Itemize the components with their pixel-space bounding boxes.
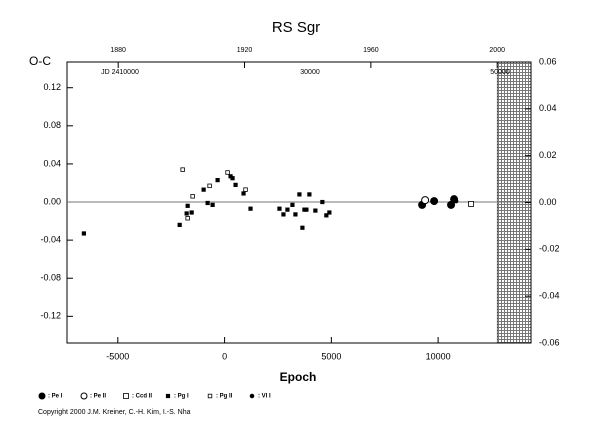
legend-label: : Pg I (174, 394, 189, 400)
x2-tick-label: 1880 (110, 47, 126, 54)
point (180, 167, 185, 172)
legend-label: : VI I (258, 394, 271, 400)
point (290, 202, 295, 207)
x-axis-label: Epoch (280, 370, 317, 384)
point (293, 212, 298, 217)
point (285, 207, 290, 212)
legend-marker (38, 392, 46, 400)
y-tick-label: -0.08 (40, 273, 61, 283)
y-tick-label: -0.12 (40, 311, 61, 321)
copyright: Copyright 2000 J.M. Kreiner, C.-H. Kim, … (38, 409, 191, 416)
point (177, 222, 182, 227)
point (421, 196, 430, 205)
point (307, 192, 312, 197)
y2-tick-label: -0.02 (539, 244, 560, 254)
y-axis-label: O-C (29, 54, 51, 68)
point (189, 210, 194, 215)
point (297, 192, 302, 197)
y2-tick-label: 0.00 (539, 197, 557, 207)
legend-marker (123, 393, 129, 399)
point (210, 202, 215, 207)
point (230, 176, 235, 181)
y-tick-label: 0.00 (43, 196, 61, 206)
point (207, 183, 212, 189)
legend-marker (80, 392, 88, 400)
point (81, 231, 86, 236)
legend-marker (165, 393, 171, 399)
x-tick-label: 0 (222, 351, 227, 361)
point (281, 212, 286, 217)
point (215, 178, 220, 183)
x-tick-label: 5000 (321, 351, 341, 361)
y2-tick-label: -0.06 (539, 337, 560, 347)
legend-label: : Pe II (90, 394, 106, 400)
point (468, 201, 474, 207)
point (233, 182, 238, 187)
point (313, 208, 318, 213)
y-tick-label: 0.08 (43, 120, 61, 130)
x2-tick-label: 1920 (237, 47, 253, 54)
y2-tick-label: 0.06 (539, 56, 557, 66)
point (205, 200, 210, 206)
point (324, 213, 329, 218)
point (277, 206, 282, 211)
legend-label: : Pg II (216, 394, 233, 400)
legend-label: : Pe I (48, 394, 63, 400)
y2-tick-label: 0.04 (539, 103, 557, 113)
point (300, 225, 305, 230)
y-tick-label: -0.04 (40, 235, 61, 245)
point (320, 199, 325, 205)
y2-tick-label: 0.02 (539, 150, 557, 160)
point (453, 198, 459, 204)
point (304, 207, 309, 212)
jd-label: 30000 (300, 69, 320, 76)
point (225, 170, 230, 175)
point (190, 194, 195, 199)
x-tick-label: 10000 (426, 351, 451, 361)
y-tick-label: 0.04 (43, 158, 61, 168)
y-tick-label: 0.12 (43, 82, 61, 92)
jd-label: JD 2410000 (101, 69, 139, 76)
point (185, 203, 190, 208)
point (184, 211, 189, 216)
legend-marker (207, 393, 213, 399)
point (430, 197, 439, 206)
point (243, 187, 248, 192)
point (327, 210, 332, 215)
legend-label: : Ccd II (132, 394, 152, 400)
x-tick-label: -5000 (106, 351, 129, 361)
point (185, 216, 190, 221)
legend-marker (249, 393, 255, 399)
point (248, 206, 253, 211)
x2-tick-label: 1960 (363, 47, 379, 54)
point (241, 191, 246, 196)
chart-title: RS Sgr (272, 19, 320, 36)
point (201, 187, 206, 192)
jd-label: 50000 (490, 69, 510, 76)
y2-tick-label: -0.04 (539, 291, 560, 301)
x2-tick-label: 2000 (489, 47, 505, 54)
